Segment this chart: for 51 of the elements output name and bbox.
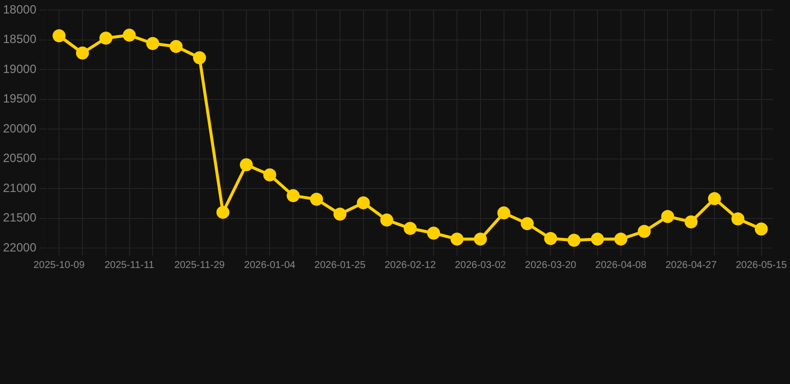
- point: [122, 28, 136, 42]
- y-tick-label: 19000: [2, 62, 37, 76]
- y-tick-label: 18000: [2, 2, 37, 17]
- point: [216, 206, 230, 219]
- point: [333, 208, 346, 221]
- point: [497, 206, 510, 220]
- point: [568, 234, 581, 247]
- point: [404, 222, 417, 235]
- point: [240, 158, 253, 172]
- y-tick-label: 20500: [2, 151, 37, 166]
- point: [310, 192, 324, 206]
- point: [590, 232, 604, 246]
- y-tick-label: 20000: [2, 121, 37, 136]
- point: [754, 222, 768, 236]
- x-tick-label: 2026-04-27: [665, 260, 718, 271]
- point: [146, 36, 160, 50]
- x-tick-label: 2025-11-11: [104, 260, 155, 271]
- y-tick-label: 21500: [2, 210, 37, 225]
- point: [474, 232, 487, 246]
- point: [731, 212, 744, 226]
- point: [614, 232, 628, 246]
- point: [356, 196, 370, 210]
- x-tick-label: 2025-11-29: [174, 260, 226, 271]
- x-tick-label: 2026-01-04: [244, 260, 296, 271]
- point: [450, 232, 464, 246]
- point: [684, 215, 698, 228]
- x-tick-label: 2025-10-09: [33, 260, 86, 271]
- point: [380, 214, 394, 227]
- y-tick-label: 19500: [2, 92, 37, 106]
- point: [99, 32, 112, 45]
- x-tick-label: 2026-04-08: [595, 260, 647, 271]
- point: [193, 51, 206, 64]
- y-tick-label: 22000: [2, 240, 37, 254]
- point: [661, 210, 674, 223]
- point: [427, 226, 440, 240]
- x-tick-label: 2026-03-02: [454, 260, 506, 271]
- point: [708, 192, 721, 206]
- point: [286, 189, 300, 202]
- point: [520, 217, 534, 230]
- y-tick-label: 18500: [2, 32, 37, 46]
- y-tick-label: 21000: [2, 180, 37, 195]
- x-tick-label: 2026-02-12: [384, 260, 436, 271]
- x-tick-label: 2026-03-20: [525, 260, 577, 271]
- point: [76, 46, 89, 60]
- point: [170, 40, 183, 53]
- point: [263, 168, 276, 182]
- point: [544, 232, 558, 245]
- x-tick-label: 2026-05-15: [736, 260, 788, 271]
- x-tick-label: 2026-01-25: [314, 260, 366, 271]
- point: [52, 29, 66, 42]
- point: [638, 224, 651, 238]
